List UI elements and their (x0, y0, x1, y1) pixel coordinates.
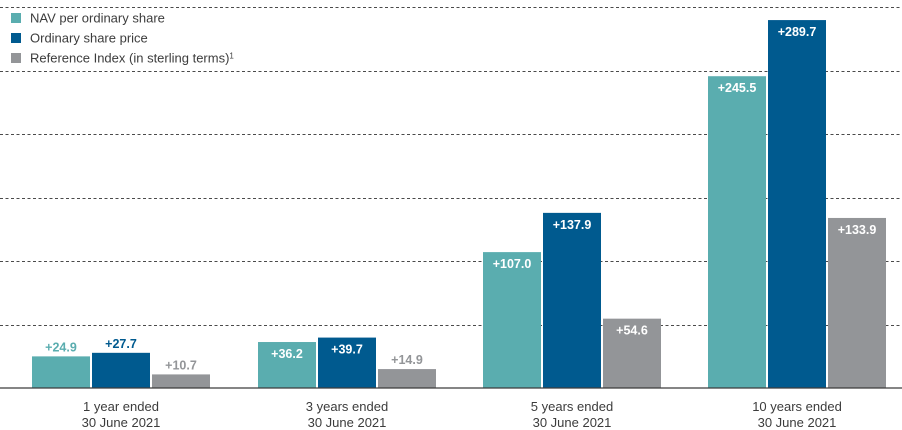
bar (603, 318, 661, 388)
data-label: +27.7 (105, 337, 137, 351)
x-tick-label: 5 years ended (531, 399, 613, 414)
data-label: +39.7 (331, 343, 363, 357)
data-label: +245.5 (718, 81, 757, 95)
x-tick-label: 1 year ended (83, 399, 159, 414)
bar (708, 76, 766, 388)
data-label: +133.9 (838, 223, 877, 237)
bar (318, 337, 376, 388)
data-label: +289.7 (778, 25, 817, 39)
data-label: +14.9 (391, 353, 423, 367)
legend-label: NAV per ordinary share (30, 11, 165, 26)
legend: NAV per ordinary share Ordinary share pri… (11, 11, 234, 66)
legend-swatch (11, 33, 21, 43)
bar (92, 352, 150, 388)
bar (483, 252, 541, 388)
gridlines (0, 7, 902, 326)
bar (543, 212, 601, 388)
legend-swatch (11, 13, 21, 23)
data-label: +54.6 (616, 324, 648, 338)
value-labels: +24.9 +36.2 +107.0 +245.5 +27.7 +39.7 +137.9 +2… (45, 25, 876, 372)
data-label: +10.7 (165, 358, 197, 372)
x-tick-label: 10 years ended (752, 399, 842, 414)
bar (828, 217, 886, 388)
bars (32, 20, 886, 389)
legend-label: Reference Index (in sterling terms)1 (30, 51, 234, 66)
legend-superscript: 1 (229, 51, 234, 60)
x-tick-label: 30 June 2021 (308, 415, 387, 430)
data-label: +24.9 (45, 340, 77, 354)
bar (768, 20, 826, 389)
data-label: +107.0 (493, 257, 532, 271)
x-tick-label: 30 June 2021 (82, 415, 161, 430)
bar (152, 374, 210, 388)
legend-swatch (11, 53, 21, 63)
bar (32, 356, 90, 388)
bar (378, 369, 436, 388)
data-label: +36.2 (271, 347, 303, 361)
bar (258, 342, 316, 388)
x-tick-label: 30 June 2021 (758, 415, 837, 430)
legend-label: Ordinary share price (30, 31, 148, 46)
x-tick-label: 3 years ended (306, 399, 388, 414)
x-tick-label: 30 June 2021 (533, 415, 612, 430)
data-label: +137.9 (553, 218, 592, 232)
